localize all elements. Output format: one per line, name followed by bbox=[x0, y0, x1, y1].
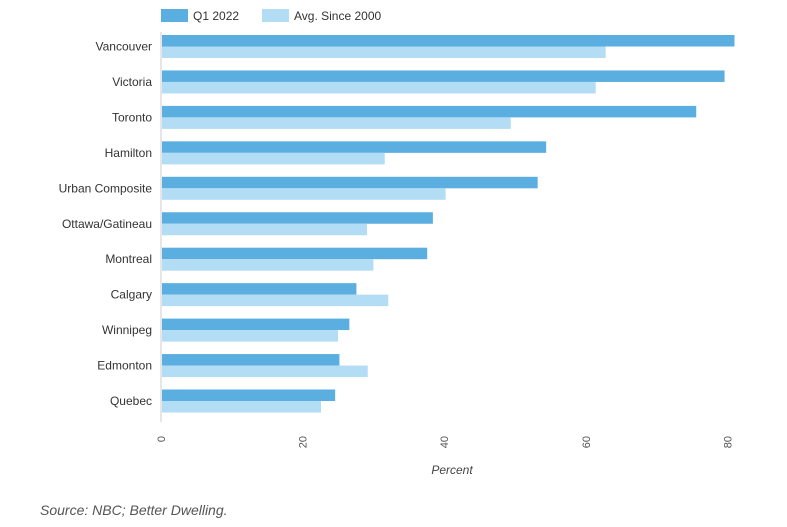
bar-hamilton-avg-since-2000 bbox=[162, 152, 385, 165]
bars bbox=[162, 35, 735, 413]
bar-quebec-q1-2022 bbox=[162, 389, 336, 401]
bar-urban-composite-q1-2022 bbox=[162, 176, 538, 189]
bar-winnipeg-avg-since-2000 bbox=[162, 330, 338, 342]
bar-calgary-q1-2022 bbox=[162, 283, 357, 295]
x-tick-label-20: 20 bbox=[298, 436, 310, 448]
category-label-ottawa-gatineau: Ottawa/Gatineau bbox=[62, 217, 152, 231]
category-label-urban-composite: Urban Composite bbox=[59, 181, 153, 195]
bar-ottawa-gatineau-q1-2022 bbox=[162, 212, 433, 224]
x-axis-title: Percent bbox=[431, 463, 473, 477]
category-label-toronto: Toronto bbox=[112, 110, 152, 124]
bar-ottawa-gatineau-avg-since-2000 bbox=[162, 223, 368, 236]
category-label-quebec: Quebec bbox=[110, 394, 152, 408]
category-label-edmonton: Edmonton bbox=[97, 359, 152, 373]
bar-urban-composite-avg-since-2000 bbox=[162, 188, 446, 200]
bar-winnipeg-q1-2022 bbox=[162, 318, 350, 331]
bar-chart: Q1 2022 Avg. Since 2000 Vancouver Victori… bbox=[59, 9, 735, 477]
bar-vancouver-avg-since-2000 bbox=[162, 46, 606, 58]
x-tick-label-80: 80 bbox=[722, 436, 734, 448]
category-labels: Vancouver Victoria Toronto Hamilton Urban Co… bbox=[59, 40, 153, 409]
bar-vancouver-q1-2022 bbox=[162, 35, 735, 47]
x-axis-ticks: 0 20 40 60 80 bbox=[156, 436, 734, 448]
bar-toronto-avg-since-2000 bbox=[162, 117, 511, 129]
category-label-montreal: Montreal bbox=[105, 252, 152, 266]
bar-calgary-avg-since-2000 bbox=[162, 294, 389, 307]
bar-edmonton-q1-2022 bbox=[162, 354, 340, 366]
x-tick-label-0: 0 bbox=[156, 436, 168, 442]
x-tick-label-60: 60 bbox=[581, 436, 593, 448]
category-label-victoria: Victoria bbox=[112, 75, 152, 89]
bar-montreal-avg-since-2000 bbox=[162, 259, 374, 271]
bar-victoria-q1-2022 bbox=[162, 70, 725, 82]
bar-victoria-avg-since-2000 bbox=[162, 81, 596, 94]
legend-label-avg-since-2000: Avg. Since 2000 bbox=[294, 9, 382, 23]
bar-quebec-avg-since-2000 bbox=[162, 401, 322, 413]
source-note: Source: NBC; Better Dwelling. bbox=[40, 502, 228, 518]
category-label-vancouver: Vancouver bbox=[96, 40, 152, 54]
category-label-calgary: Calgary bbox=[111, 288, 152, 302]
legend-swatch-q1-2022 bbox=[161, 9, 188, 22]
legend-swatch-avg-since-2000 bbox=[262, 9, 289, 22]
bar-edmonton-avg-since-2000 bbox=[162, 365, 368, 378]
legend-label-q1-2022: Q1 2022 bbox=[193, 9, 239, 23]
bar-toronto-q1-2022 bbox=[162, 105, 697, 118]
category-label-winnipeg: Winnipeg bbox=[102, 323, 152, 337]
bar-hamilton-q1-2022 bbox=[162, 141, 547, 153]
legend: Q1 2022 Avg. Since 2000 bbox=[161, 9, 382, 23]
bar-montreal-q1-2022 bbox=[162, 247, 428, 260]
x-tick-label-40: 40 bbox=[439, 436, 451, 448]
category-label-hamilton: Hamilton bbox=[105, 146, 152, 160]
